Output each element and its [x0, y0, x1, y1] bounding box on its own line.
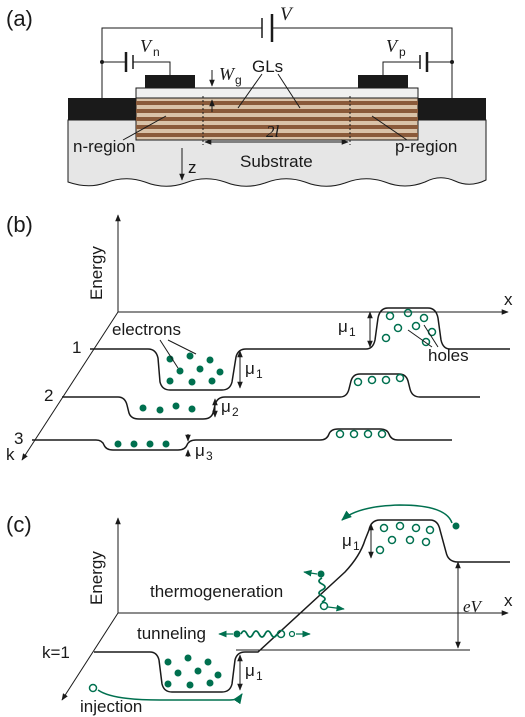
holes-c [375, 521, 435, 555]
electrons-c [164, 654, 222, 689]
mu1-label-electrons: μ [245, 359, 255, 378]
GLs-label: GLs [252, 57, 283, 76]
holes-label: holes [428, 346, 469, 365]
tunneling-label: tunneling [137, 624, 206, 643]
electrons-layer-2 [139, 402, 196, 414]
n-region-label: n-region [73, 137, 135, 156]
mu1-label-holes: μ [338, 317, 348, 336]
substrate-label: Substrate [240, 152, 313, 171]
thermogeneration-wave [318, 577, 326, 603]
z-label: z [188, 158, 197, 177]
Wg-subscript: g [235, 73, 242, 87]
electrons-label: electrons [112, 320, 181, 339]
hole-flow-arrow [341, 504, 453, 524]
holes-layer-2 [353, 373, 405, 387]
mu1-bottom-sub: 1 [256, 669, 263, 683]
energy-axis-label: Energy [87, 246, 106, 300]
holes-layer-3 [335, 429, 387, 439]
Vp-subscript: p [399, 45, 406, 59]
band-layer-2 [62, 373, 480, 420]
x-axis-label-c: x [504, 591, 513, 610]
Wg-label: W [219, 64, 236, 84]
mu3-label: μ [195, 441, 205, 460]
band-biased [94, 519, 510, 693]
mu2-sub: 2 [232, 405, 239, 419]
k-axis-label: k [6, 445, 15, 464]
gate-n [145, 75, 195, 88]
mu1-sub-holes: 1 [349, 325, 356, 339]
panel-b: (b) Energy x k 1 2 3 [6, 212, 513, 464]
panel-b-tag: (b) [6, 212, 33, 237]
gate-p [358, 75, 408, 88]
panel-a-tag: (a) [6, 6, 33, 31]
layer-2-label: 2 [44, 386, 53, 405]
Vp-label: V [386, 36, 399, 56]
k-axis-c [61, 612, 119, 701]
gate-dielectric [135, 87, 419, 99]
Vn-subscript: n [153, 45, 160, 59]
mu1-bottom-label: μ [245, 661, 255, 680]
thermogeneration-label: thermogeneration [150, 582, 283, 601]
Vn-label: V [140, 36, 153, 56]
mu1-top-label: μ [342, 531, 352, 550]
panel-c: (c) Energy x k=1 eV μ 1 [6, 504, 513, 716]
V-label: V [280, 4, 294, 25]
mu3-sub: 3 [206, 449, 213, 463]
electrons-layer-3 [114, 440, 170, 448]
layer-1-label: 1 [72, 338, 81, 357]
energy-axis-label-c: Energy [87, 551, 106, 605]
eV-label: eV [463, 597, 484, 616]
panel-c-tag: (c) [6, 512, 32, 537]
band-layer-1 [90, 307, 510, 391]
twol-label: 2l [266, 122, 280, 141]
electrons-layer-1 [166, 352, 224, 386]
k1-label: k=1 [42, 643, 70, 662]
p-region-label: p-region [395, 137, 457, 156]
tunneling-wave [240, 630, 278, 638]
mu2-label: μ [221, 397, 231, 416]
mu1-top-sub: 1 [353, 539, 360, 553]
injection-label: injection [80, 697, 142, 716]
panel-a: (a) [6, 4, 487, 187]
x-axis-label: x [504, 290, 513, 309]
band-layer-3 [32, 428, 452, 451]
layer-3-label: 3 [14, 429, 23, 448]
k-axis [21, 311, 119, 461]
mu1-sub-electrons: 1 [256, 367, 263, 381]
holes-layer-1 [381, 308, 437, 347]
circuit-wires [101, 14, 453, 110]
injection-arrow [97, 689, 243, 705]
